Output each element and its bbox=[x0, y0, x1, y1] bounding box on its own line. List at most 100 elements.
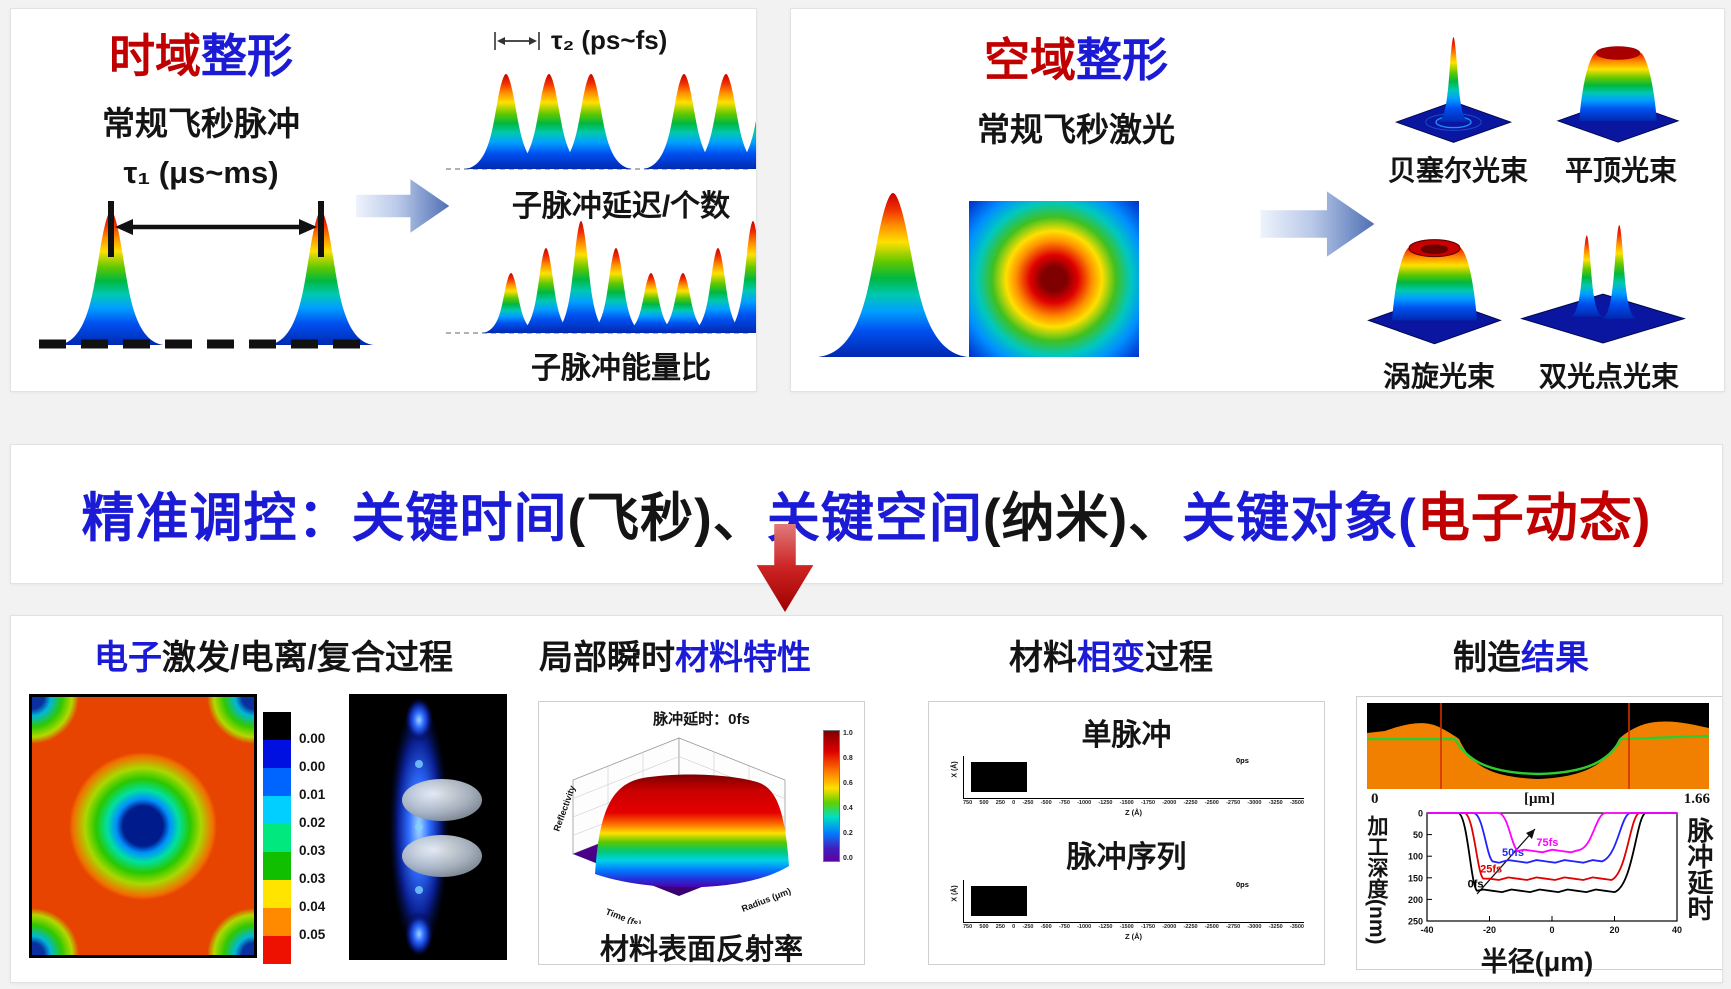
temporal-title: 时域整形 bbox=[109, 30, 293, 82]
pulse-train-equal bbox=[446, 74, 756, 170]
reflectivity-x-axis: Time (fs) bbox=[604, 907, 642, 924]
phase-change-box: 单脉冲 X (Å) 0ps 750 500 250 0 -250 -500 -750 -100… bbox=[928, 701, 1325, 965]
x-tick-label: 20 bbox=[1609, 925, 1619, 935]
spatial-shaping-panel: 空域整形 常规飞秒激光 bbox=[790, 8, 1725, 392]
single-pulse-label: 单脉冲 bbox=[1081, 719, 1172, 752]
depth-curve-0fs bbox=[1427, 812, 1677, 894]
depth-ylabel: 加工深度(nm) bbox=[1365, 815, 1388, 945]
tau2-row: τ₂ (ps~fs) bbox=[491, 25, 667, 56]
miniplot-ylabel: X (Å) bbox=[951, 885, 959, 902]
beam-label-doublespot: 双光点光束 bbox=[1538, 361, 1679, 392]
flattop-beam-figure bbox=[1557, 46, 1679, 143]
plasma-simulation-image bbox=[349, 694, 507, 960]
header-electron-process: 电子激发/电离/复合过程 bbox=[94, 639, 453, 677]
time-annotation: 0ps bbox=[1236, 880, 1249, 890]
colorbar-tick-labels: 1.0 0.8 0.6 0.4 0.2 0.0 bbox=[843, 730, 853, 862]
ablation-region bbox=[970, 761, 1027, 793]
tau1-label: τ₁ (μs~ms) bbox=[123, 155, 279, 190]
miniplot-xticks: 750 500 250 0 -250 -500 -750 -1000 -1250 -1500 -17… bbox=[963, 924, 1304, 930]
banner-text: 精准调控：关键时间(飞秒)、关键空间(纳米)、关键对象(电子动态) bbox=[81, 489, 1652, 548]
colorbar-value: 0.01 bbox=[299, 787, 326, 802]
colorbar-segment bbox=[263, 880, 291, 908]
y-tick-label: 200 bbox=[1408, 895, 1423, 905]
beam-label-flattop: 平顶光束 bbox=[1564, 155, 1677, 186]
curve-label-25fs: 25fs bbox=[1480, 864, 1502, 876]
down-arrow-icon bbox=[756, 524, 814, 613]
profile-scale-left: 0 bbox=[1371, 791, 1379, 807]
colorbar-segment bbox=[263, 712, 291, 740]
colorbar-value: 0.02 bbox=[299, 815, 326, 830]
miniplot-ylabel: X (Å) bbox=[951, 761, 959, 778]
reflectivity-3d-plot: Reflectivity Time (fs) Radius (μm) bbox=[551, 737, 792, 924]
colorbar-value: 0.03 bbox=[299, 871, 326, 886]
header-fab-result: 制造结果 bbox=[1453, 639, 1589, 677]
colorbar-reflectivity: 1.0 0.8 0.6 0.4 0.2 0.0 bbox=[823, 730, 853, 862]
ablation-region bbox=[970, 885, 1027, 917]
reflectivity-box: 脉冲延时：0fs Reflectivity Time (fs) Radius (… bbox=[538, 701, 865, 966]
subpulse-energy-label: 子脉冲能量比 bbox=[531, 352, 711, 385]
header-material-properties: 局部瞬时材料特性 bbox=[539, 639, 811, 677]
colorbar-segment bbox=[263, 936, 291, 964]
depth-curve-75fs bbox=[1427, 812, 1677, 854]
colorbar-segment bbox=[263, 908, 291, 936]
temporal-shaping-panel: 时域整形 常规飞秒脉冲 τ₁ (μs~ms) τ₂ (ps~fs) bbox=[10, 8, 757, 392]
depth-xlabel: 半径(μm) bbox=[1480, 947, 1594, 977]
colorbar-electron: 0.00 0.00 0.01 0.02 0.03 0.03 0.04 0.05 bbox=[263, 712, 373, 964]
x-tick-label: -40 bbox=[1420, 925, 1433, 935]
double-pulse-figure bbox=[39, 201, 374, 349]
precision-control-banner: 精准调控：关键时间(飞秒)、关键空间(纳米)、关键对象(电子动态) bbox=[10, 444, 1723, 584]
colorbar-value: 0.03 bbox=[299, 843, 326, 858]
reflectivity-caption: 材料表面反射率 bbox=[599, 934, 803, 966]
right-arrow-icon bbox=[1260, 191, 1375, 257]
colorbar-segment bbox=[263, 796, 291, 824]
time-annotation: 0ps bbox=[1236, 756, 1249, 766]
profile-scale-unit: [μm] bbox=[1524, 791, 1555, 807]
curve-label-75fs: 75fs bbox=[1536, 837, 1558, 849]
spatial-subtitle: 常规飞秒激光 bbox=[977, 111, 1175, 148]
spatial-title: 空域整形 bbox=[984, 34, 1168, 86]
beam-label-bessel: 贝塞尔光束 bbox=[1387, 155, 1528, 186]
crater-profile-image bbox=[1367, 703, 1709, 789]
miniplot-xlabel: Z (Å) bbox=[1124, 808, 1143, 817]
colorbar-gradient bbox=[823, 730, 840, 862]
miniplot-area: 0ps bbox=[963, 880, 1304, 923]
y-tick-label: 150 bbox=[1408, 873, 1423, 883]
x-tick-label: 0 bbox=[1549, 925, 1554, 935]
curve-label-50fs: 50fs bbox=[1502, 847, 1524, 859]
miniplot-xlabel: Z (Å) bbox=[1124, 932, 1143, 941]
temporal-subtitle: 常规飞秒脉冲 bbox=[102, 105, 300, 142]
gaussian-pulse-figure bbox=[818, 192, 968, 357]
colorbar-segment bbox=[263, 740, 291, 768]
x-tick-label: 40 bbox=[1672, 925, 1682, 935]
reflectivity-plot-title: 脉冲延时：0fs bbox=[653, 711, 750, 728]
colorbar-value: 0.05 bbox=[299, 927, 326, 942]
beam-label-vortex: 涡旋光束 bbox=[1382, 361, 1495, 392]
colorbar-segment bbox=[263, 852, 291, 880]
y-tick-label: 50 bbox=[1413, 830, 1423, 840]
reflectivity-z-axis: Radius (μm) bbox=[740, 886, 792, 914]
miniplot-area: 0ps bbox=[963, 756, 1304, 799]
fab-result-box: 0 [μm] 1.66 加工深度(nm) 0 50 100 150 200 250 -40-… bbox=[1356, 696, 1722, 977]
header-phase-change: 材料相变过程 bbox=[1009, 639, 1213, 677]
pulse-train-plot: X (Å) 0ps 750 500 250 0 -250 -500 -750 -1000 -12… bbox=[949, 878, 1304, 948]
y-tick-label: 0 bbox=[1418, 809, 1423, 819]
subpulse-delay-label: 子脉冲延迟/个数 bbox=[511, 190, 731, 223]
y-tick-label: 100 bbox=[1408, 852, 1423, 862]
depth-curve-25fs bbox=[1427, 812, 1677, 881]
double-spot-beam-figure bbox=[1520, 225, 1686, 344]
bessel-beam-figure bbox=[1395, 37, 1512, 143]
colorbar-value: 0.00 bbox=[299, 731, 326, 746]
gaussian-spot-image bbox=[969, 201, 1139, 357]
single-pulse-plot: X (Å) 0ps 750 500 250 0 -250 -500 -750 -1000 -12… bbox=[949, 754, 1304, 824]
colorbar-segment bbox=[263, 768, 291, 796]
depth-curve-50fs bbox=[1427, 812, 1677, 864]
measure-arrow-icon bbox=[494, 31, 540, 50]
right-arrow-icon bbox=[356, 179, 450, 233]
curve-label-0fs: 0fs bbox=[1468, 878, 1484, 890]
vortex-beam-figure bbox=[1368, 239, 1501, 345]
colorbar-value: 0.04 bbox=[299, 899, 326, 914]
miniplot-xticks: 750 500 250 0 -250 -500 -750 -1000 -1250 -1500 -17… bbox=[963, 800, 1304, 806]
tau2-label: τ₂ (ps~fs) bbox=[551, 25, 668, 55]
